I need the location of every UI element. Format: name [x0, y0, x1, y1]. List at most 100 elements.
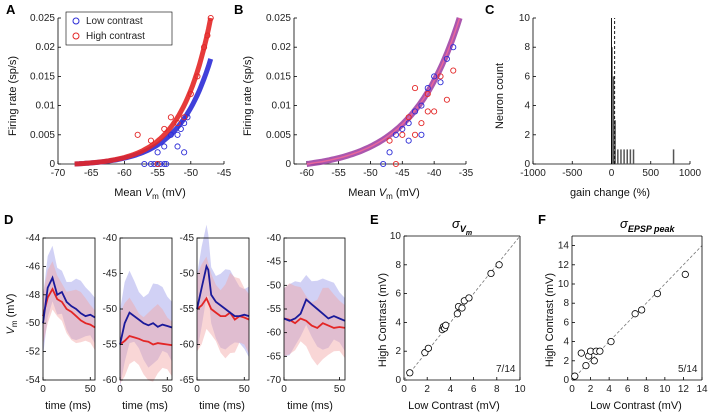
legend-high-marker [72, 32, 80, 40]
x-tick-label: 8 [644, 384, 650, 395]
y-tick-label: 6 [563, 317, 569, 328]
low-contrast-point [181, 120, 188, 127]
panel-b-ylabel: Firing rate (sp/s) [242, 56, 254, 136]
low-contrast-point [147, 160, 155, 168]
high-contrast-point [204, 32, 211, 39]
y-tick-label: 2 [563, 356, 569, 367]
low-contrast-point [431, 73, 438, 80]
low-contrast-point [443, 55, 450, 62]
low-contrast-point [154, 149, 161, 156]
low-contrast-point [437, 79, 444, 86]
x-tick-label: 2 [424, 384, 430, 395]
high-contrast-point [450, 67, 457, 74]
y-tick-label: -70 [267, 375, 282, 386]
panel-f-title-var: σ [620, 216, 629, 231]
x-tick-label: 4 [606, 384, 612, 395]
y-tick-label: 4 [563, 337, 569, 348]
y-tick-label: 0.02 [36, 42, 56, 53]
panel-c-ylabel: Neuron count [494, 63, 506, 129]
panel-b-xlabel-prefix: Mean [348, 187, 379, 199]
x-tick-label: 12 [678, 384, 690, 395]
neuron-point [406, 369, 414, 377]
panel-f-title-sub: EPSP peak [628, 224, 676, 234]
panel-a-chart: -70 -65 -60 -55 -50 -45 0 0.005 0.01 0.015 0.02 0.0… [30, 13, 232, 179]
panel-b-xlabel: Mean Vm (mV) [348, 187, 419, 201]
x-tick-label: 50 [85, 384, 97, 395]
low-contrast-point [424, 85, 431, 92]
y-tick-label: -40 [267, 233, 282, 244]
panel-d-ylabel-unit: (mV) [5, 294, 17, 321]
x-tick-label: 0 [117, 384, 123, 395]
panel-f-chart: 0 2 4 6 8 10 12 14 0 2 4 6 8 10 12 14 [558, 235, 708, 395]
y-tick-label: 10 [558, 279, 570, 290]
y-tick-label: 0.01 [36, 101, 56, 112]
neuron-point [442, 321, 450, 329]
histogram-bar [629, 149, 632, 164]
y-tick-label: 0.02 [272, 42, 292, 53]
panel-e-chart: 0 2 4 6 8 10 0 2 4 6 8 10 [390, 231, 526, 395]
high-contrast-sd-band [43, 261, 95, 351]
low-contrast-point [386, 149, 393, 156]
high-contrast-point [424, 90, 431, 97]
panel-f-annotation: 5/14 [678, 364, 698, 375]
x-tick-label: -40 [427, 168, 442, 179]
panel-e-title-var: σ [452, 216, 461, 231]
neuron-point [424, 344, 432, 352]
y-tick-label: 12 [558, 260, 570, 271]
neuron-point [631, 310, 639, 318]
x-tick-label: 10 [514, 384, 526, 395]
y-tick-label: -60 [180, 340, 195, 351]
high-contrast-point [134, 131, 141, 138]
panel-label-c: C [485, 2, 495, 17]
panel-f-xlabel: Low Contrast (mV) [590, 400, 682, 412]
x-tick-label: 0 [569, 384, 575, 395]
low-contrast-point [392, 131, 399, 138]
panel-a-xlabel-prefix: Mean [114, 187, 145, 199]
histogram-bar [626, 149, 628, 164]
high-contrast-point [181, 114, 188, 121]
neuron-point [571, 372, 579, 380]
y-tick-label: 10 [519, 13, 531, 24]
high-contrast-point [187, 90, 194, 97]
high-contrast-point [147, 137, 155, 144]
panel-f-ylabel: High Contrast (mV) [544, 273, 556, 367]
low-contrast-mean-trace [196, 263, 250, 317]
y-tick-label: -50 [103, 304, 118, 315]
y-tick-label: -55 [267, 304, 282, 315]
neuron-point [495, 261, 503, 269]
y-tick-label: -55 [180, 304, 195, 315]
neuron-point [681, 270, 689, 278]
x-tick-label: 6 [471, 384, 477, 395]
panel-d-xlabel-1: time (ms) [45, 400, 91, 412]
panel-a-legend: Low contrast High contrast [65, 11, 173, 46]
y-tick-label: -50 [26, 318, 41, 329]
y-tick-label: 0.025 [266, 13, 291, 24]
high-contrast-point [167, 114, 174, 121]
x-tick-label: 8 [494, 384, 500, 395]
panel-d-ylabel-var: V [5, 325, 17, 334]
panel-d-chart: -54-52-50-48-46-440 50-60-55-50-45-400 50-… [26, 224, 346, 395]
y-tick-label: -55 [103, 340, 118, 351]
y-tick-label: 0.005 [266, 130, 291, 141]
y-tick-label: 4 [524, 101, 530, 112]
neuron-point [487, 269, 495, 278]
x-tick-label: 1000 [679, 168, 702, 179]
y-tick-label: -45 [180, 233, 195, 244]
y-tick-label: -50 [180, 269, 195, 280]
x-tick-label: 10 [659, 384, 671, 395]
neuron-point [653, 289, 662, 298]
neuron-point [638, 306, 646, 314]
panel-e-title-sub: V [460, 224, 467, 234]
x-tick-label: -60 [117, 168, 132, 179]
high-contrast-point [411, 85, 419, 92]
x-tick-label: -55 [331, 168, 346, 179]
high-contrast-point [431, 108, 438, 115]
x-tick-label: 0 [40, 384, 46, 395]
neuron-point [607, 337, 615, 346]
high-contrast-mean-trace [283, 317, 346, 329]
y-tick-label: 0.005 [30, 130, 55, 141]
y-tick-label: -54 [26, 375, 41, 386]
low-contrast-point [418, 102, 425, 109]
low-contrast-point [184, 114, 191, 121]
panel-d-xlabel-2: time (ms) [122, 400, 168, 412]
